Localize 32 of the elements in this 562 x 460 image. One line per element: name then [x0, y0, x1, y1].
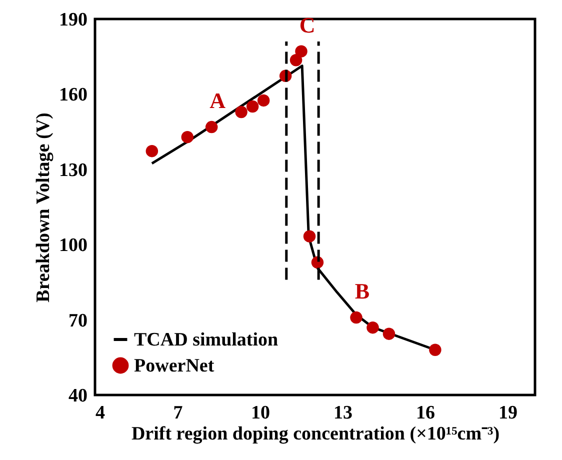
point: [181, 130, 194, 144]
annotation: A: [210, 88, 226, 114]
x-tick-label: 16: [416, 402, 435, 424]
x-tick-label: 7: [173, 402, 184, 424]
point: [295, 45, 308, 58]
legend-label: TCAD simulation: [134, 330, 279, 350]
y-tick-label: 70: [68, 310, 88, 332]
x-tick-label: 4: [96, 402, 106, 424]
y-tick-label: 190: [59, 10, 88, 30]
point: [303, 230, 316, 242]
y-axis-title: Breakdown Voltage (V): [33, 112, 54, 302]
point: [235, 106, 248, 118]
y-tick-label: 40: [68, 386, 88, 406]
point: [350, 311, 362, 324]
point: [205, 120, 218, 134]
point: [290, 54, 302, 66]
point: [146, 144, 158, 158]
point: [429, 344, 442, 356]
y-tick-label: 100: [59, 235, 88, 256]
x-tick-label: 19: [498, 402, 518, 424]
point: [366, 321, 379, 334]
x-axis-title: Drift region doping concentration (×10¹⁵cm⁻³): [131, 424, 500, 444]
legend-label: PowerNet: [134, 356, 215, 376]
y-tick-label: 130: [59, 160, 88, 181]
point: [257, 94, 270, 107]
x-tick-label: 13: [334, 402, 352, 424]
point: [382, 328, 396, 340]
annotation: C: [299, 12, 316, 38]
y-tick-label: 160: [59, 84, 88, 106]
point: [246, 100, 259, 113]
annotation: B: [354, 278, 370, 304]
x-tick-label: 10: [251, 402, 270, 424]
